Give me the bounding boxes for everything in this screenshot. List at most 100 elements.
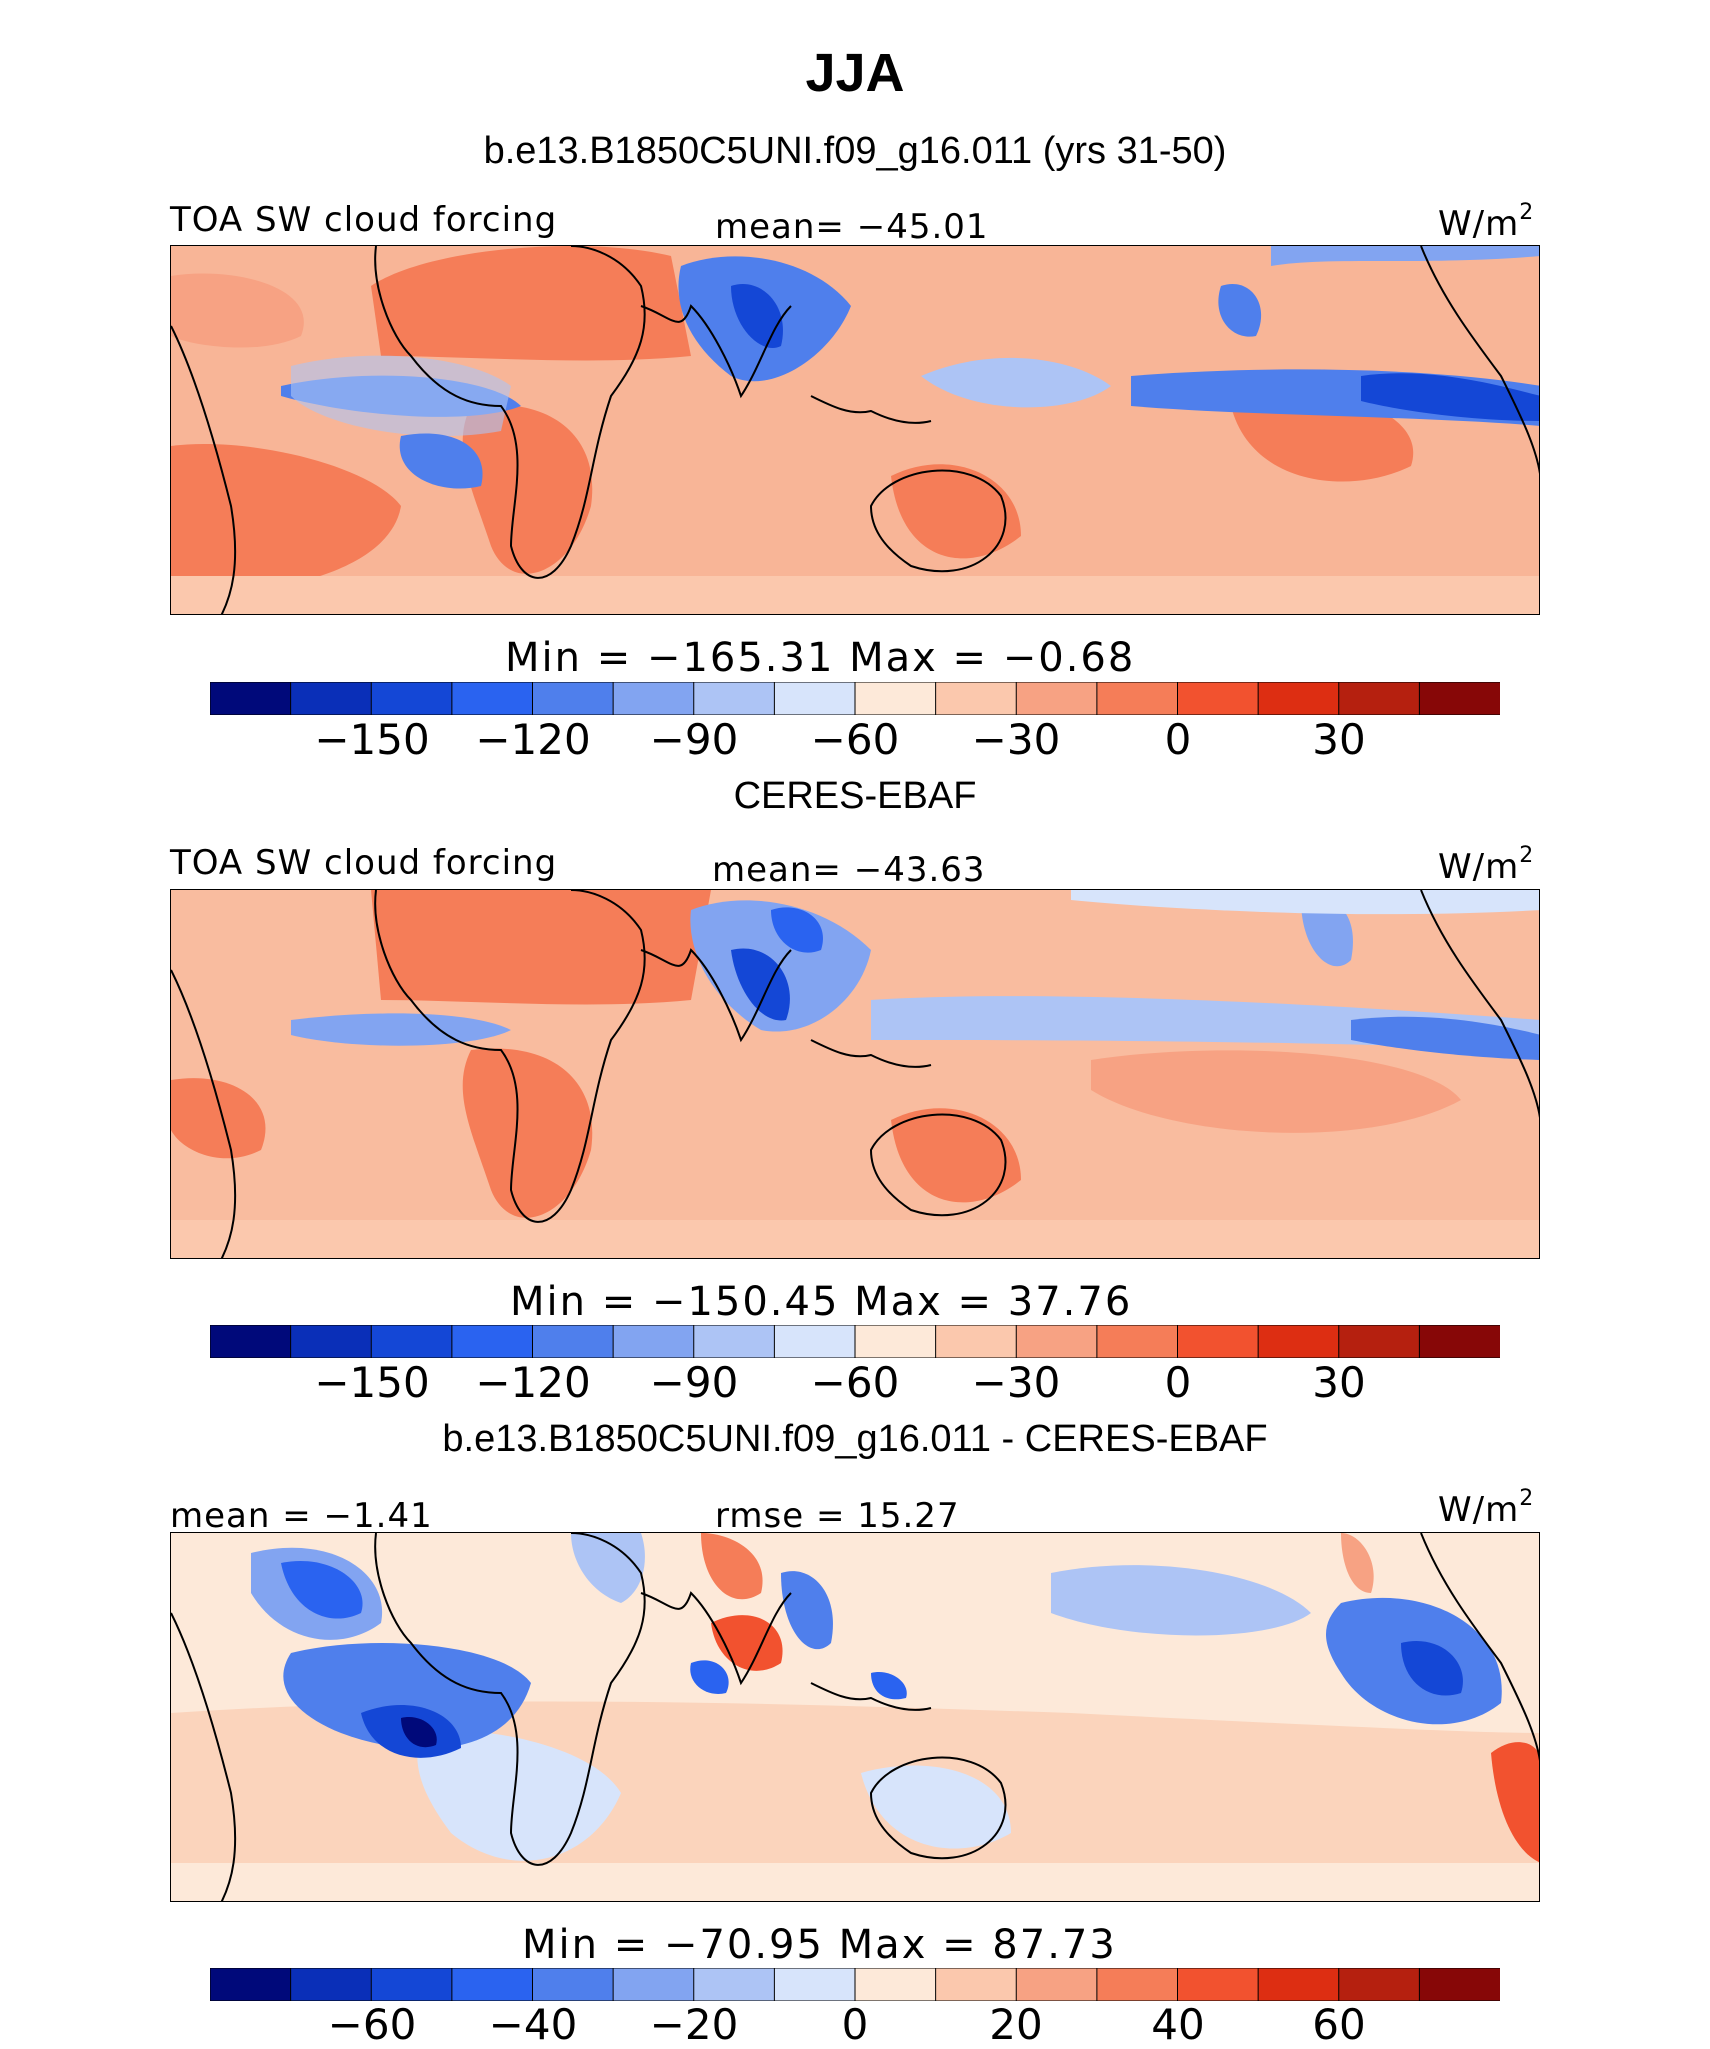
panel-3-colorbar-swatch-10	[1015, 1967, 1098, 2002]
panel-3-arabian-positive-bias	[701, 1533, 763, 1600]
panel-3-colorbar-swatch-7	[773, 1967, 857, 2002]
panel-2-colorbar-swatch-1	[290, 1324, 373, 1359]
panel-1-variable-label: TOA SW cloud forcing	[170, 200, 558, 240]
panel-2-map-svg	[171, 890, 1539, 1258]
panel-1-mean-label: mean= −45.01	[715, 207, 989, 247]
panel-3-tick-1: −40	[488, 2000, 578, 2049]
panel-1-north-africa-field	[371, 246, 691, 361]
panel-2-colorbar-swatch-10	[1015, 1324, 1098, 1359]
panel-1-tick-5: 0	[1164, 715, 1192, 764]
panel-1-south-atlantic-field	[171, 444, 401, 596]
panel-1-australia-field	[891, 464, 1021, 559]
panel-1-map	[170, 245, 1540, 615]
panel-3-north-pacific-bias	[1051, 1565, 1311, 1636]
panel-2-colorbar-swatch-15	[1418, 1324, 1502, 1359]
panel-3-colorbar-swatch-6	[693, 1967, 776, 2002]
panel-1-warm-pool-field	[921, 357, 1111, 408]
panel-2-colorbar-swatch-6	[693, 1324, 776, 1359]
panel-1-map-svg	[171, 246, 1539, 614]
panel-2-colorbar-swatch-0	[209, 1324, 292, 1359]
panel-1-colorbar-swatch-11	[1096, 681, 1179, 716]
panel-3-colorbar-swatch-12	[1177, 1967, 1260, 2002]
panel-1-north-pacific-low	[1271, 246, 1539, 266]
panel-1-pacific-cell	[1218, 284, 1262, 337]
panel-3-colorbar-swatch-15	[1418, 1967, 1502, 2002]
panel-1-itcz-atlantic-halo	[291, 355, 511, 437]
panel-1-colorbar-svg	[209, 681, 1502, 716]
panel-3-tick-0: −60	[327, 2000, 417, 2049]
panel-1-gulf-guinea-low	[399, 433, 483, 489]
panel-3-tick-4: 20	[989, 2000, 1043, 2049]
panel-1-colorbar-swatch-15	[1418, 681, 1502, 716]
panel-1-tick-3: −60	[810, 715, 900, 764]
panel-1-south-africa-field	[462, 404, 593, 574]
panel-2-colorbar-swatch-5	[612, 1324, 695, 1359]
panel-1-tick-2: −90	[649, 715, 739, 764]
panel-2-south-africa-field	[462, 1048, 593, 1218]
panel-3-asia-coast	[640, 1591, 792, 1686]
panel-3-map-svg	[171, 1533, 1539, 1901]
panel-2-colorbar-swatch-13	[1257, 1324, 1340, 1359]
panel-2-units: W/m2	[1438, 843, 1535, 887]
panel-1-colorbar-swatch-12	[1177, 681, 1260, 716]
panel-1-tick-1: −120	[475, 715, 591, 764]
panel-1-colorbar-swatch-4	[532, 681, 615, 716]
panel-2-itcz-atlantic	[291, 1013, 511, 1046]
panel-2-heading: CERES-EBAF	[733, 775, 977, 817]
panel-3-colorbar-swatch-4	[532, 1967, 615, 2002]
panel-2-east-pacific-low	[1351, 1016, 1539, 1060]
panel-3-colorbar-swatch-8	[854, 1967, 937, 2002]
panel-2-colorbar-swatch-12	[1177, 1324, 1260, 1359]
panel-1-colorbar-swatch-8	[854, 681, 937, 716]
panel-3-california-bias	[1341, 1533, 1374, 1593]
panel-2-africa-coast	[374, 890, 646, 1223]
panel-1-colorbar-swatch-0	[209, 681, 292, 716]
panel-1-southern-field	[171, 576, 1539, 614]
panel-3-indochina-bias	[781, 1571, 833, 1650]
panel-2-maritime-continent-coast	[810, 1039, 932, 1068]
panel-3-rmse-label: rmse = 15.27	[715, 1496, 960, 1536]
panel-2-tick-6: 30	[1312, 1358, 1366, 1407]
panel-2-tick-4: −30	[971, 1358, 1061, 1407]
panel-2-tick-5: 0	[1164, 1358, 1192, 1407]
panel-2-map	[170, 889, 1540, 1259]
panel-1-colorbar-swatch-10	[1015, 681, 1098, 716]
panel-3-tick-3: 0	[841, 2000, 869, 2049]
panel-3-colorbar-swatch-9	[935, 1967, 1018, 2002]
panel-1-bay-bengal-low	[731, 284, 783, 348]
panel-3-mediterranean-bias	[571, 1533, 645, 1603]
panel-3-maritime-bias	[871, 1672, 907, 1700]
panel-2-southern-field	[171, 1220, 1539, 1258]
panel-3-units: W/m2	[1438, 1486, 1535, 1530]
panel-3-gulf-guinea-core	[401, 1717, 437, 1748]
panel-2-colorbar-swatch-14	[1338, 1324, 1421, 1359]
panel-1-units: W/m2	[1438, 200, 1535, 244]
panel-1-tick-0: −150	[314, 715, 430, 764]
panel-3-colorbar-swatch-5	[612, 1967, 695, 2002]
panel-2-colorbar	[209, 1324, 1502, 1359]
panel-3-heading: b.e13.B1850C5UNI.f09_g16.011 - CERES-EBA…	[442, 1418, 1268, 1460]
panel-3-india-positive-bias	[711, 1615, 783, 1671]
panel-2-colorbar-swatch-7	[773, 1324, 857, 1359]
panel-1-australia-coast	[869, 469, 1007, 573]
panel-2-americas-pacific-coast	[1420, 890, 1539, 1119]
panel-1-north-atlantic-field	[171, 273, 304, 348]
panel-3-north-atlantic-core	[281, 1561, 363, 1619]
panel-2-colorbar-swatch-9	[935, 1324, 1018, 1359]
panel-1-colorbar-swatch-3	[451, 681, 534, 716]
panel-3-colorbar-swatch-0	[209, 1967, 292, 2002]
panel-2-mean-label: mean= −43.63	[712, 850, 986, 890]
panel-3-colorbar	[209, 1967, 1502, 2002]
panel-1-colorbar	[209, 681, 1502, 716]
panel-3-mean-label: mean = −1.41	[170, 1496, 433, 1536]
panel-1-colorbar-swatch-13	[1257, 681, 1340, 716]
panel-1-colorbar-swatch-6	[693, 681, 776, 716]
panel-3-peru-stratocumulus-bias	[1491, 1742, 1539, 1862]
panel-1-americas-pacific-coast	[1420, 246, 1539, 475]
panel-2-tick-3: −60	[810, 1358, 900, 1407]
panel-3-australia-bias-field	[861, 1765, 1011, 1849]
panel-3-map	[170, 1532, 1540, 1902]
panel-1-colorbar-swatch-14	[1338, 681, 1421, 716]
panel-1-colorbar-swatch-9	[935, 681, 1018, 716]
panel-3-americas-pacific-coast	[1420, 1533, 1539, 1762]
